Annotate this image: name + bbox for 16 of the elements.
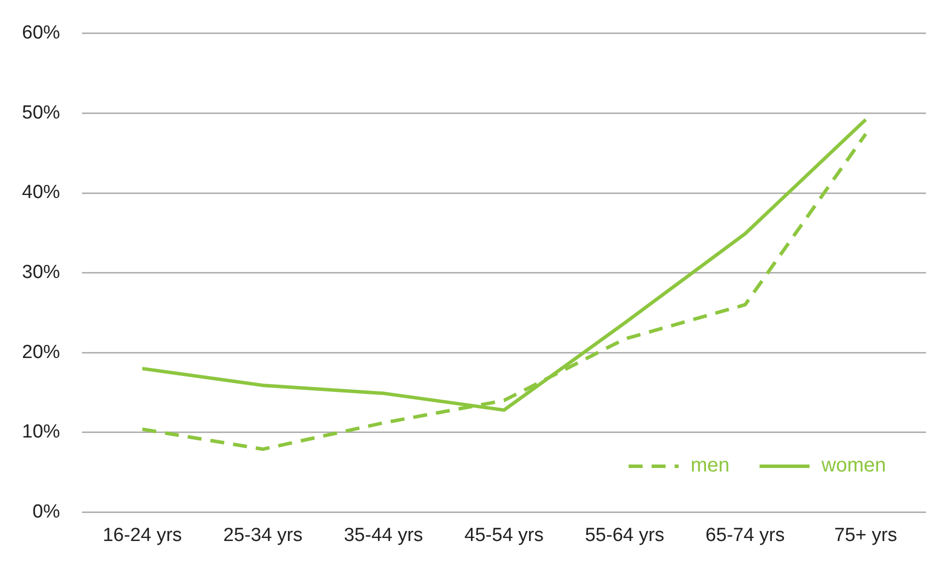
x-tick-label: 16-24 yrs xyxy=(102,524,182,546)
y-tick-label: 10% xyxy=(22,422,60,443)
y-tick-label: 0% xyxy=(32,501,60,522)
legend-label: men xyxy=(690,454,730,477)
y-tick-label: 50% xyxy=(22,102,60,124)
x-tick-label: 25-34 yrs xyxy=(223,524,302,546)
x-tick-label: 45-54 yrs xyxy=(464,524,544,546)
x-tick-label: 35-44 yrs xyxy=(344,524,424,546)
y-tick-label: 30% xyxy=(22,262,60,284)
legend-label: women xyxy=(820,454,886,477)
x-tick-label: 65-74 yrs xyxy=(706,524,785,546)
x-tick-label: 55-64 yrs xyxy=(584,524,664,546)
y-tick-label: 20% xyxy=(22,342,60,363)
x-tick-label: 75+ yrs xyxy=(834,524,898,546)
y-tick-label: 60% xyxy=(22,22,60,44)
y-tick-label: 40% xyxy=(22,182,60,204)
